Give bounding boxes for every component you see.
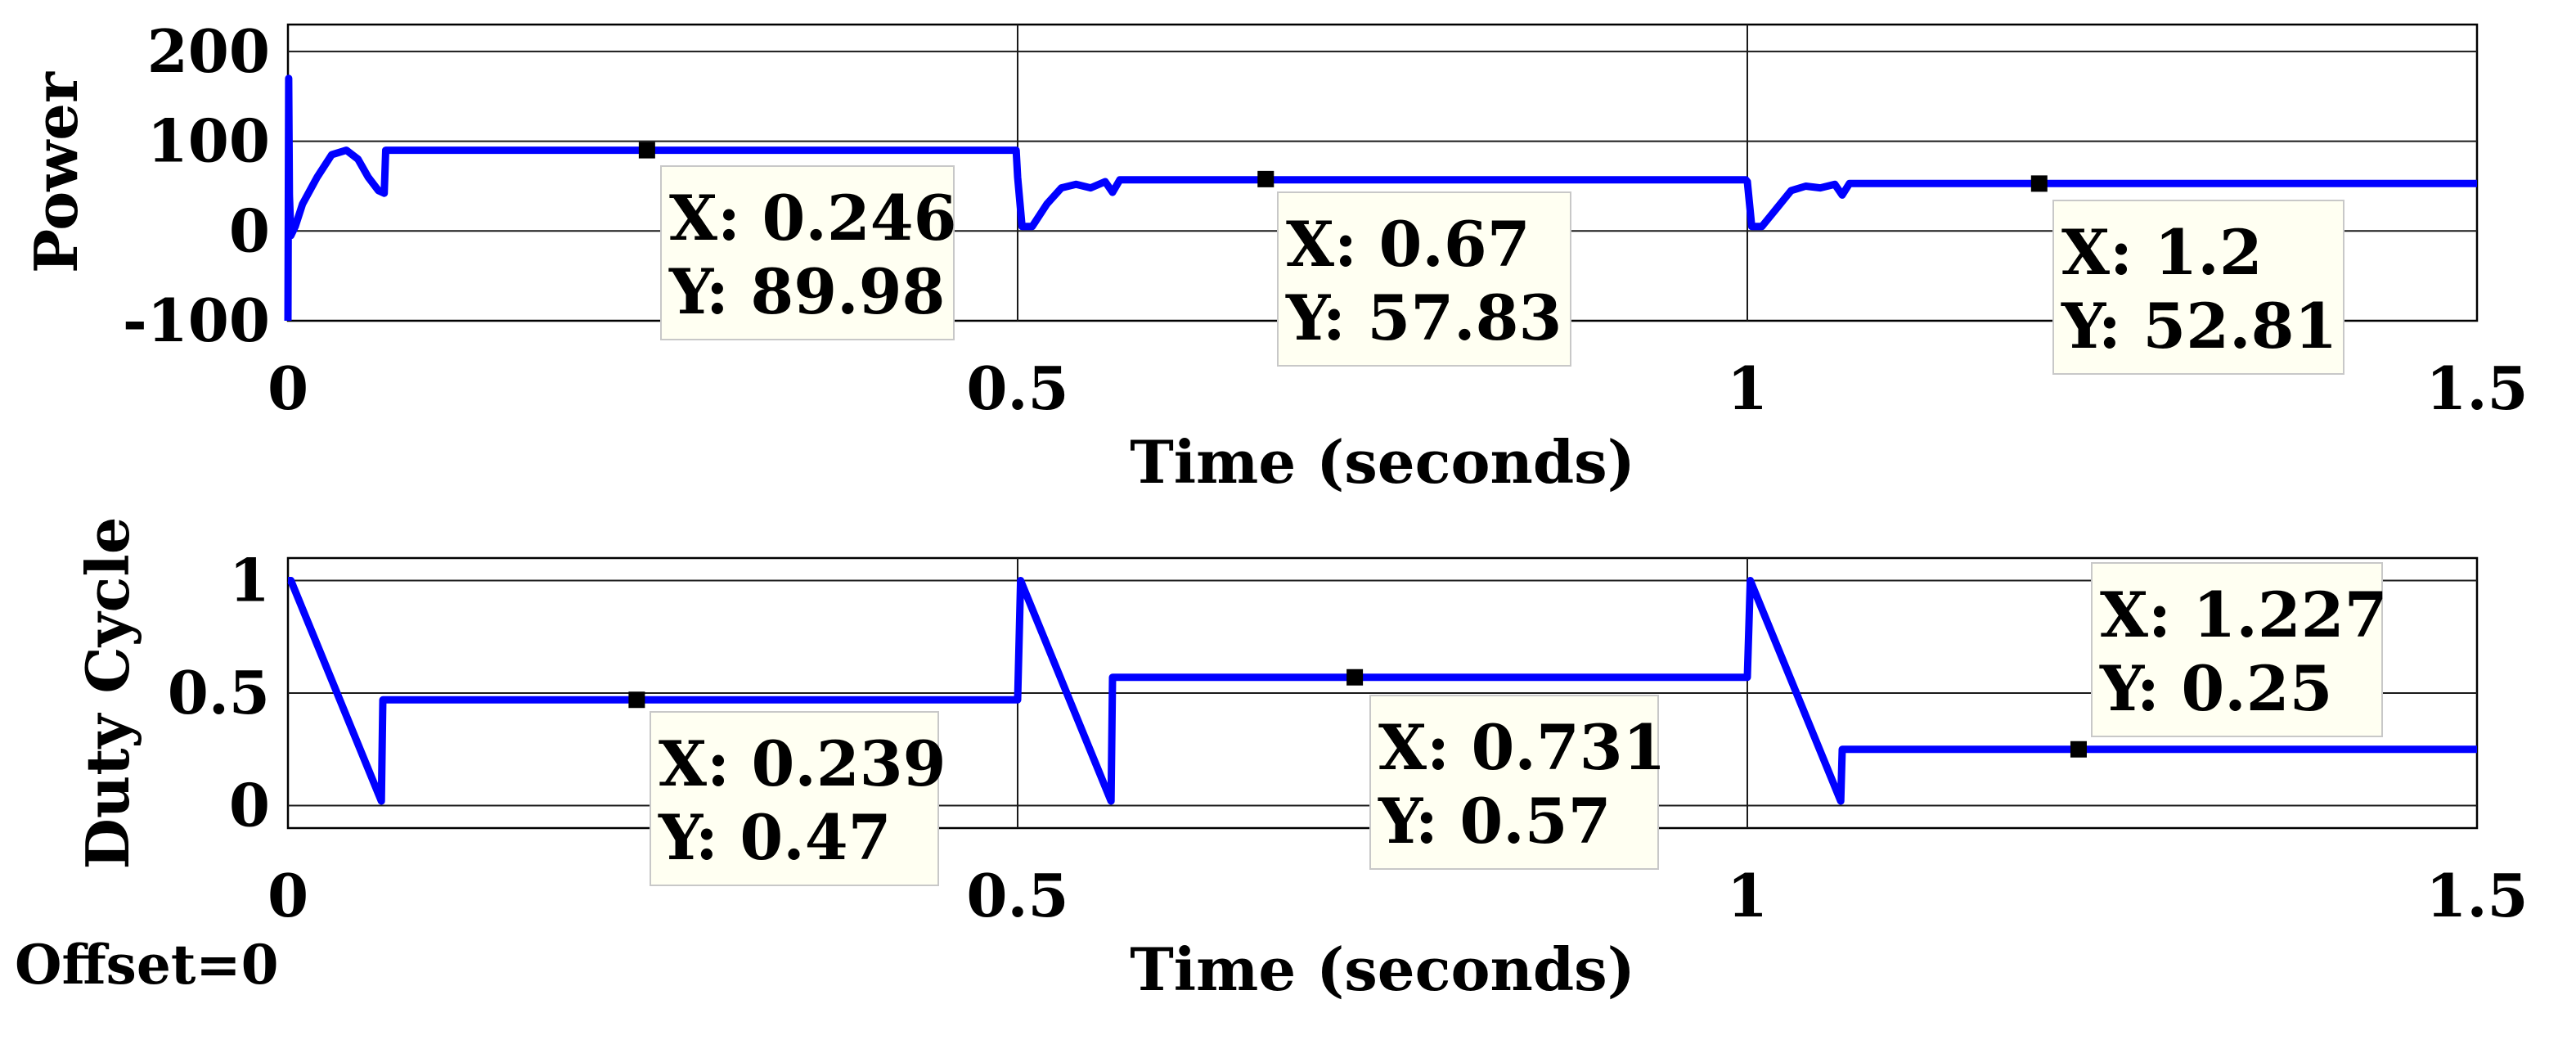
y-tick-label: 0 <box>229 771 270 840</box>
data-tip-box <box>650 711 939 886</box>
y-tick-label: 0 <box>229 196 270 265</box>
x-tick-label: 0 <box>267 861 308 930</box>
y-tick-label: 200 <box>147 16 270 86</box>
data-tip: X: 0.67Y: 57.83 <box>1257 170 1571 367</box>
data-tip-marker <box>1346 669 1364 686</box>
y-axis-label: Power <box>21 71 91 273</box>
x-tick-label: 1 <box>1727 861 1768 930</box>
data-tip-box <box>2052 200 2344 375</box>
data-tip-x-label: X: 1.227 <box>2100 579 2387 651</box>
y-tick-label: 1 <box>229 546 270 615</box>
x-tick-label: 1.5 <box>2425 353 2528 423</box>
data-tip-box <box>1369 695 1659 870</box>
y-tick-label: 0.5 <box>168 658 270 727</box>
data-tip-box <box>660 165 955 340</box>
y-tick-label: 100 <box>147 106 270 176</box>
data-tip-box <box>1277 191 1571 367</box>
x-tick-label: 1.5 <box>2425 861 2528 930</box>
x-tick-label: 0.5 <box>966 353 1068 423</box>
data-tip-y-label: Y: 0.47 <box>658 801 891 874</box>
data-tip-marker <box>2070 741 2087 758</box>
x-tick-label: 1 <box>1727 353 1768 423</box>
x-axis-label: Time (seconds) <box>1130 427 1635 497</box>
series-line <box>284 74 2477 322</box>
x-axis-label: Time (seconds) <box>1130 934 1635 1004</box>
data-tip-box <box>2091 562 2383 737</box>
data-tip-y-label: Y: 0.25 <box>2099 652 2332 725</box>
data-tip: X: 1.2Y: 52.81 <box>2030 175 2344 375</box>
x-tick-label: 0.5 <box>966 861 1068 930</box>
data-tip-x-label: X: 0.731 <box>1378 711 1666 784</box>
data-tip-x-label: X: 1.2 <box>2061 216 2263 289</box>
data-tip-y-label: Y: 52.81 <box>2061 290 2337 362</box>
data-tip-x-label: X: 0.67 <box>1286 208 1531 281</box>
data-tip-y-label: Y: 57.83 <box>1285 281 1562 354</box>
y-axis-label: Duty Cycle <box>73 516 142 869</box>
data-tip-marker <box>1257 170 1275 187</box>
offset-label: Offset=0 <box>15 933 279 997</box>
data-tip-y-label: Y: 0.57 <box>1378 785 1611 858</box>
y-tick-label: -100 <box>123 286 270 355</box>
data-tip-x-label: X: 0.246 <box>669 182 956 254</box>
series-line <box>287 577 2477 805</box>
x-tick-label: 0 <box>267 353 308 423</box>
data-tip-marker <box>638 142 655 159</box>
data-tip-marker <box>628 691 645 709</box>
data-tip-y-label: Y: 89.98 <box>668 255 945 328</box>
data-tip-x-label: X: 0.239 <box>659 727 946 800</box>
data-tip-marker <box>2030 175 2048 192</box>
chart-2: 0 0.5 1 1.5 0 0.5 1 Time (seconds) Duty Cycle X: … <box>73 516 2529 1004</box>
